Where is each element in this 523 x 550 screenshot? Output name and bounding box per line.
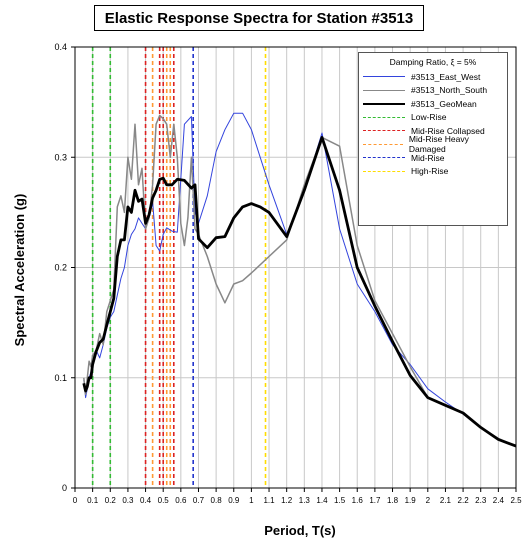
legend-label: High-Rise: [411, 166, 449, 177]
legend-label: #3513_North_South: [411, 85, 488, 96]
legend-title: Damping Ratio, ξ = 5%: [389, 57, 477, 67]
x-tick-label: 0.8: [211, 496, 223, 505]
legend-swatch: [363, 157, 405, 159]
legend-label: #3513_GeoMean: [411, 98, 477, 109]
x-axis-label: Period, T(s): [264, 523, 336, 538]
legend-entry: High-Rise: [363, 165, 503, 179]
reference-lines: [91, 47, 267, 488]
legend-label: Mid-Rise Collapsed: [411, 125, 485, 136]
y-tick-label: 0.2: [54, 263, 67, 273]
legend-swatch: [363, 130, 405, 132]
y-tick-label: 0.3: [54, 152, 67, 162]
x-tick-label: 2.5: [510, 496, 522, 505]
x-tick-label: 1.3: [299, 496, 311, 505]
legend-swatch: [363, 102, 405, 105]
x-tick-label: 2.2: [458, 496, 470, 505]
legend-label: #3513_East_West: [411, 71, 481, 82]
x-tick-label: 1.5: [334, 496, 346, 505]
y-tick-label: 0: [62, 483, 67, 493]
legend-entry: Mid-Rise Heavy Damaged: [363, 134, 503, 154]
x-tick-label: 0.2: [105, 496, 117, 505]
x-tick-label: 1.9: [405, 496, 417, 505]
x-tick-label: 1.8: [387, 496, 399, 505]
legend-entries: #3513_East_West #3513_North_South #3513_Ge…: [363, 70, 503, 178]
legend-entry: Low-Rise: [363, 111, 503, 125]
series-line: [82, 135, 517, 448]
x-tick-label: 0.3: [122, 496, 134, 505]
x-tick-label: 0: [73, 496, 78, 505]
legend-swatch: [363, 143, 403, 145]
x-tick-label: 2.3: [475, 496, 487, 505]
series-line: [83, 114, 517, 447]
legend-swatch: [363, 76, 405, 78]
legend-entry: #3513_North_South: [363, 84, 503, 98]
x-tick-label: 1.7: [369, 496, 381, 505]
y-tick-label: 0.4: [54, 42, 67, 52]
x-tick-label: 0.9: [228, 496, 240, 505]
y-axis-label: Spectral Acceleration (g): [12, 193, 27, 347]
x-tick-label: 0.1: [87, 496, 99, 505]
x-tick-label: 0.6: [175, 496, 187, 505]
y-tick-label: 0.1: [54, 373, 67, 383]
legend-swatch: [363, 89, 405, 91]
x-tick-label: 0.7: [193, 496, 205, 505]
axes: 0 0.1 0.2 0.3 0.4 0.5 0.6 0.7 0.8 0.9 1 1.1 1.2 1.3 1.…: [54, 42, 522, 505]
chart-title: Elastic Response Spectra for Station #35…: [94, 5, 424, 31]
legend-swatch: [363, 170, 405, 172]
x-tick-label: 1.6: [352, 496, 364, 505]
x-tick-label: 0.5: [158, 496, 170, 505]
legend-entry: #3513_East_West: [363, 70, 503, 84]
legend-entry: Mid-Rise Collapsed: [363, 124, 503, 138]
legend-label: Low-Rise: [411, 112, 447, 123]
x-tick-label: 2.1: [440, 496, 452, 505]
x-tick-label: 2.4: [493, 496, 505, 505]
plot-frame: [74, 46, 517, 489]
legend-entry: #3513_GeoMean: [363, 97, 503, 111]
legend-swatch: [363, 116, 405, 118]
legend: Damping Ratio, ξ = 5% #3513_East_West #35…: [358, 52, 508, 226]
legend-label: Mid-Rise Heavy Damaged: [408, 134, 469, 155]
x-tick-label: 1.2: [281, 496, 293, 505]
x-tick-label: 1.1: [263, 496, 275, 505]
legend-label: Mid-Rise: [411, 152, 445, 163]
legend-entry: Mid-Rise: [363, 151, 503, 165]
x-tick-label: 1: [249, 496, 254, 505]
x-tick-label: 0.4: [140, 496, 152, 505]
data-series: [82, 112, 517, 448]
x-tick-label: 2: [426, 496, 431, 505]
x-tick-label: 1.4: [316, 496, 328, 505]
